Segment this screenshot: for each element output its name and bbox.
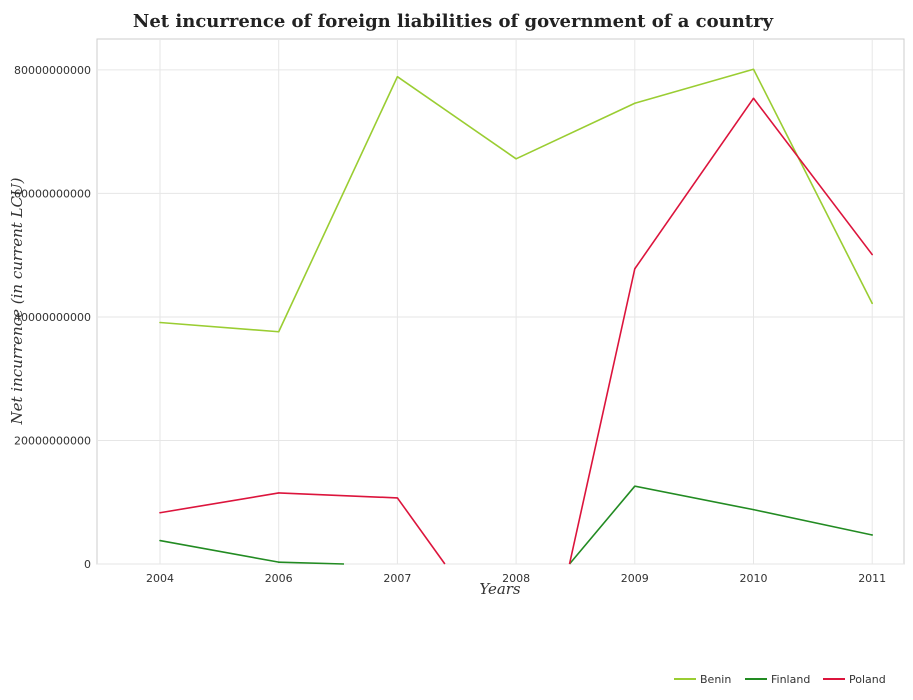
x-tick-label: 2008 [502,572,530,585]
chart-title: Net incurrence of foreign liabilities of… [133,11,774,32]
series-line-segment [753,508,873,536]
data-point [871,302,873,305]
x-tick-label: 2010 [740,572,768,585]
series-line-segment [634,68,754,105]
series-line-segment [159,539,279,563]
legend: Benin Finland Poland [674,673,886,686]
series-line-segment [634,485,754,511]
data-point [752,68,755,71]
data-point [871,253,873,256]
series-line-segment [568,485,636,565]
data-point [396,497,399,499]
legend-item-finland: Finland [745,673,810,686]
series-line-segment [159,492,279,514]
x-tick-label: 2011 [858,572,886,585]
x-tick-labels: 2004 2006 2007 2008 2009 2010 2011 [146,572,886,585]
series-line-segment [396,497,446,565]
data-point [277,561,280,563]
series-line-segment [278,492,398,499]
x-gridlines [159,39,873,564]
legend-label: Poland [849,673,886,686]
y-tick-label: 20000000000 [14,434,91,447]
y-axis-label: Net incurrence (in current LCU) [8,177,26,425]
data-point [634,102,636,105]
series-lines [159,68,873,565]
legend-label: Benin [700,673,731,686]
data-point [277,330,280,333]
gridlines [97,69,904,565]
series-line-segment [159,321,279,333]
x-tick-label: 2009 [621,572,649,585]
series-line-segment [396,76,517,160]
data-point [871,534,873,536]
data-point [159,539,161,542]
series-line-segment [277,76,399,333]
data-point [277,492,280,494]
series-line-segment [278,561,345,565]
legend-item-benin: Benin [674,673,731,686]
x-tick-label: 2004 [146,572,174,585]
x-tick-label: 2006 [265,572,293,585]
data-point [752,508,755,511]
data-point [159,321,161,324]
series-line-segment [634,97,755,270]
series-benin [159,68,873,333]
x-axis-label: Years [479,580,521,598]
series-line-segment [752,68,873,304]
series-line-segment [515,102,636,160]
legend-item-poland: Poland [823,673,886,686]
legend-label: Finland [771,673,810,686]
y-tick-label: 60000000000 [14,187,91,200]
series-line-segment [752,97,873,256]
series-line-segment [568,268,636,565]
data-point [634,485,636,487]
y-tick-label: 40000000000 [14,311,91,324]
data-point [515,158,517,160]
x-tick-label: 2007 [383,572,411,585]
series-finland [159,485,873,565]
y-tick-label: 0 [84,558,91,571]
y-tick-label: 80000000000 [14,64,91,77]
data-point [396,75,399,78]
data-point [634,267,636,270]
series-poland [159,97,873,565]
data-point [159,511,161,514]
plot-background [96,38,905,565]
y-tick-labels: 0 20000000000 40000000000 60000000000 800000… [14,64,91,571]
data-point [752,97,755,100]
